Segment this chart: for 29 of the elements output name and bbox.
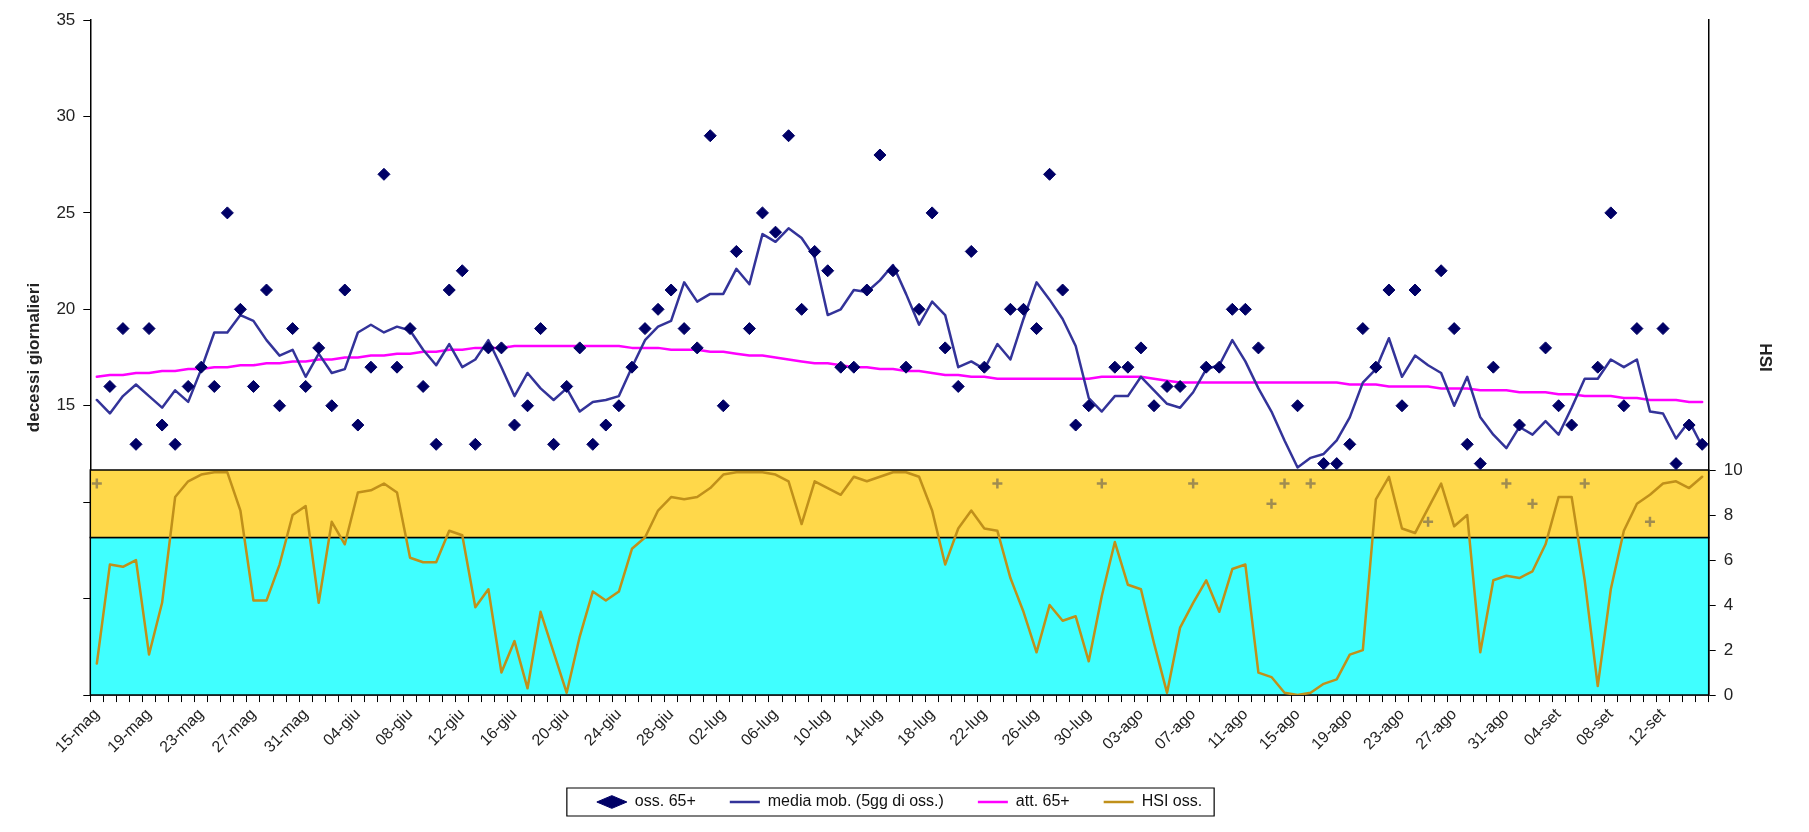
y2-tick-label: 8 <box>1723 504 1734 524</box>
y-tick-label: 35 <box>56 9 76 29</box>
point <box>1500 477 1513 490</box>
point <box>1186 477 1200 490</box>
y-tick-label: 15 <box>56 395 76 415</box>
y2-tick-label: 6 <box>1723 549 1734 569</box>
point <box>1578 477 1591 490</box>
y-tick-label: 20 <box>56 299 76 318</box>
legend-label: att. 65+ <box>1015 792 1070 810</box>
y2-tick-label: 2 <box>1723 639 1734 659</box>
y-axis-title: decessi giornalieri <box>23 282 43 433</box>
point <box>1278 477 1291 490</box>
y2-tick-label: 0 <box>1723 684 1734 704</box>
y2-axis-title: HSI <box>1756 343 1776 372</box>
point <box>1095 477 1109 490</box>
point <box>1643 515 1657 529</box>
point <box>1265 497 1278 511</box>
legend-label: media mob. (5gg di oss.) <box>767 792 944 810</box>
point <box>1421 515 1435 529</box>
legend-label: oss. 65+ <box>634 792 696 810</box>
point <box>991 477 1004 490</box>
y2-tick-label: 10 <box>1723 459 1743 479</box>
y2-tick-label: 4 <box>1723 594 1734 614</box>
point <box>90 477 104 490</box>
point <box>1526 497 1539 511</box>
point <box>1304 477 1317 490</box>
y-tick-label: 30 <box>56 106 76 126</box>
legend-label: HSI oss. <box>1141 792 1203 810</box>
y-tick-label: 25 <box>56 202 76 222</box>
